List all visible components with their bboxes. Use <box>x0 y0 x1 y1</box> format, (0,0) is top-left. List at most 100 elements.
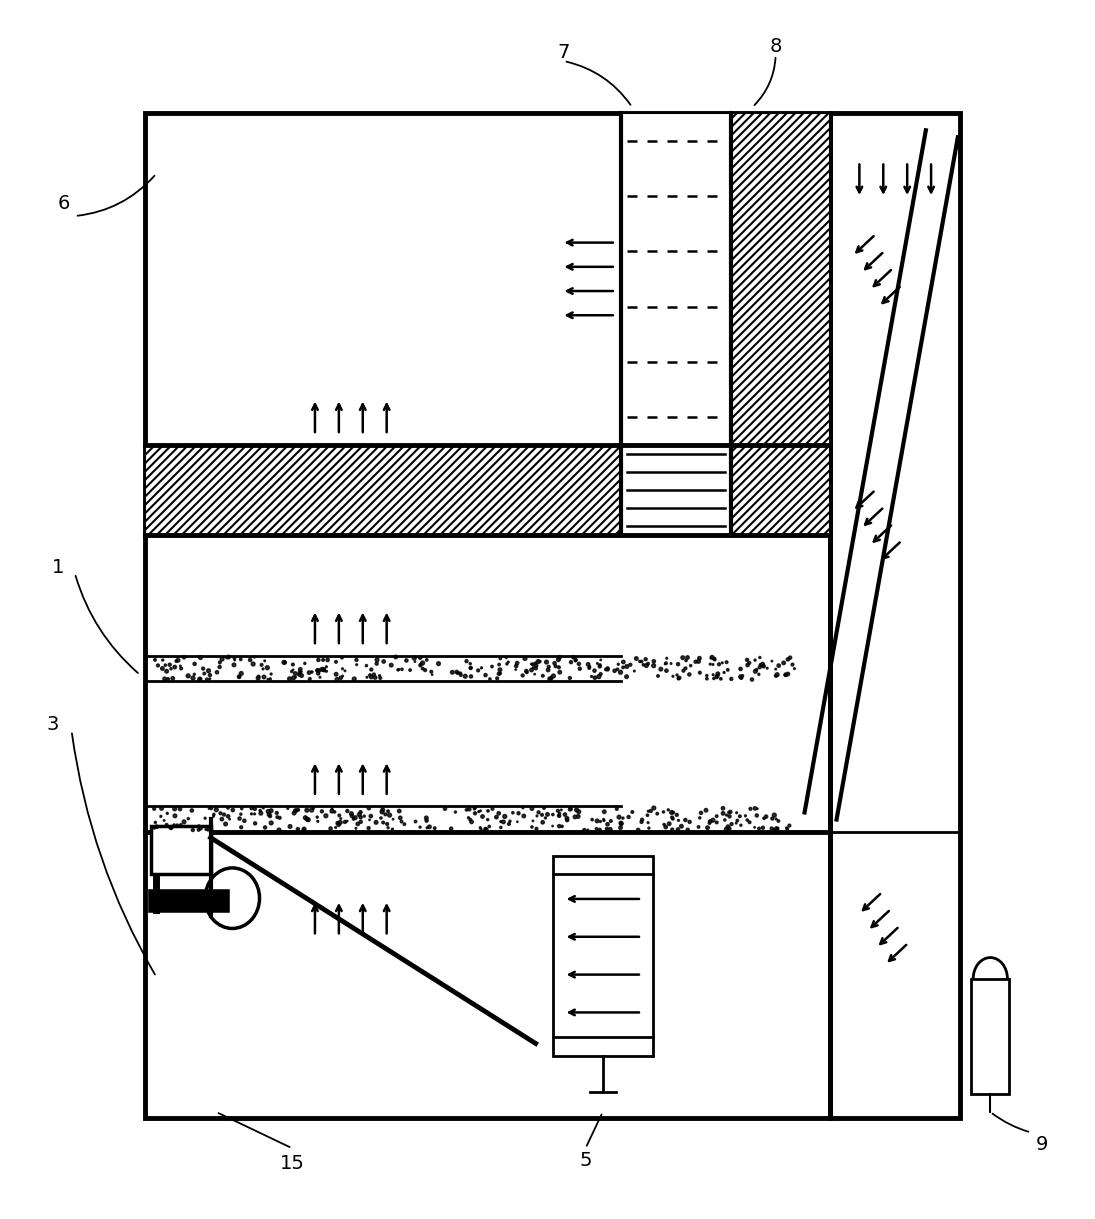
Point <box>558 808 576 828</box>
Point <box>318 806 335 825</box>
Point <box>705 650 723 669</box>
Point <box>588 819 606 839</box>
Point <box>507 659 525 679</box>
Point <box>292 662 310 681</box>
Point <box>327 664 345 684</box>
Point <box>230 668 247 688</box>
Point <box>514 666 531 685</box>
Point <box>717 819 735 839</box>
Point <box>250 667 267 686</box>
Point <box>406 812 424 831</box>
Point <box>496 807 514 826</box>
Point <box>662 653 680 673</box>
Point <box>389 661 406 680</box>
Point <box>220 647 238 667</box>
Point <box>530 802 548 822</box>
Point <box>633 652 650 672</box>
Point <box>550 657 567 677</box>
Point <box>283 662 300 681</box>
Point <box>638 806 656 825</box>
Point <box>443 662 461 681</box>
Point <box>721 819 738 839</box>
Point <box>703 647 721 667</box>
Point <box>483 657 500 677</box>
Point <box>563 800 580 819</box>
Point <box>291 662 309 681</box>
Point <box>618 657 635 677</box>
Point <box>756 808 773 828</box>
Point <box>699 818 716 837</box>
Point <box>699 666 716 685</box>
Point <box>332 809 349 829</box>
Point <box>263 813 280 833</box>
Point <box>246 800 264 819</box>
Point <box>701 812 718 831</box>
Point <box>146 818 163 837</box>
Point <box>692 803 710 823</box>
Point <box>166 800 184 819</box>
Point <box>613 814 631 834</box>
Point <box>152 807 170 826</box>
Point <box>262 807 279 826</box>
Point <box>423 662 440 681</box>
Point <box>690 817 707 836</box>
Point <box>714 798 731 818</box>
Point <box>362 667 380 686</box>
Point <box>576 820 593 840</box>
Point <box>169 816 186 835</box>
Point <box>374 652 392 672</box>
Text: 5: 5 <box>579 1151 591 1170</box>
Point <box>749 798 766 818</box>
Point <box>390 659 407 679</box>
Point <box>687 652 704 672</box>
Point <box>155 811 173 830</box>
Point <box>740 653 758 673</box>
Point <box>373 802 391 822</box>
Point <box>768 666 785 685</box>
Bar <box>146 445 621 535</box>
Point <box>379 818 396 837</box>
Point <box>185 664 203 684</box>
Point <box>377 805 394 824</box>
Point <box>311 668 328 688</box>
Point <box>327 652 345 672</box>
Point <box>184 820 201 840</box>
Point <box>631 652 648 672</box>
Point <box>338 801 356 820</box>
Point <box>221 809 239 829</box>
Point <box>723 669 740 689</box>
Point <box>737 806 754 825</box>
Point <box>777 818 795 837</box>
Point <box>303 801 321 820</box>
Point <box>751 655 769 674</box>
Point <box>618 667 635 686</box>
Point <box>286 803 303 823</box>
Point <box>779 819 796 839</box>
Point <box>382 656 400 675</box>
Point <box>362 659 380 679</box>
Point <box>465 800 483 819</box>
Point <box>497 649 515 668</box>
Point <box>164 817 182 836</box>
Point <box>360 798 378 818</box>
Point <box>535 798 553 818</box>
Point <box>777 666 795 685</box>
Point <box>291 659 309 679</box>
Point <box>292 666 310 685</box>
Point <box>721 802 738 822</box>
Point <box>579 820 597 840</box>
Point <box>447 802 464 822</box>
Point <box>175 812 193 831</box>
Point <box>449 663 466 683</box>
Point <box>149 656 166 675</box>
Point <box>751 647 769 667</box>
Point <box>332 668 349 688</box>
Point <box>769 664 786 684</box>
Point <box>714 653 731 673</box>
Point <box>584 809 601 829</box>
Point <box>679 647 696 667</box>
Point <box>540 657 557 677</box>
Point <box>334 659 351 679</box>
Point <box>747 651 764 670</box>
Point <box>637 650 655 669</box>
